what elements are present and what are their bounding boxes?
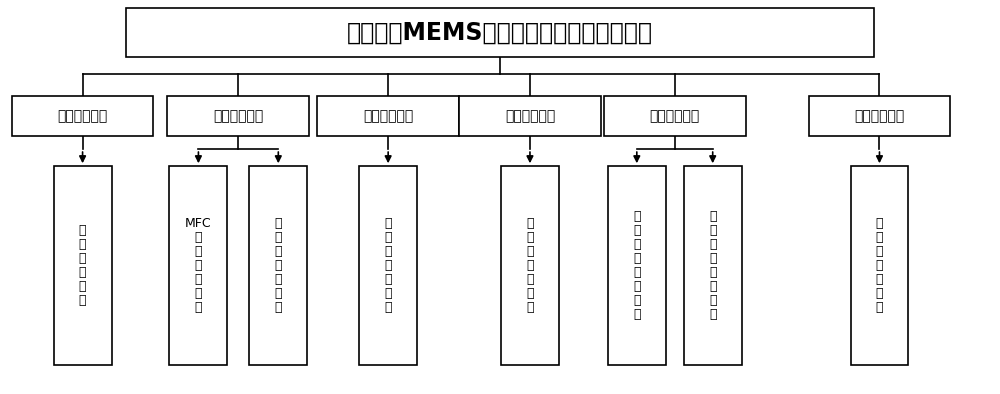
Text: 气体控制模块: 气体控制模块 bbox=[213, 109, 263, 123]
Text: 上
位
机
控
制
及
分
析: 上 位 机 控 制 及 分 析 bbox=[709, 210, 716, 321]
Text: 电
磁
阀
控
制
气
路: 电 磁 阀 控 制 气 路 bbox=[275, 217, 282, 314]
FancyBboxPatch shape bbox=[684, 166, 742, 365]
Text: 气体清洗模块: 气体清洗模块 bbox=[363, 109, 413, 123]
FancyBboxPatch shape bbox=[604, 97, 746, 136]
FancyBboxPatch shape bbox=[359, 166, 417, 365]
Text: 气体测试模块: 气体测试模块 bbox=[650, 109, 700, 123]
FancyBboxPatch shape bbox=[809, 97, 950, 136]
Text: 洗
气
瓶
控
制
温
度: 洗 气 瓶 控 制 温 度 bbox=[384, 217, 392, 314]
FancyBboxPatch shape bbox=[851, 166, 908, 365]
Text: 气体混合模块: 气体混合模块 bbox=[505, 109, 555, 123]
Text: 混
气
室
混
合
气
体: 混 气 室 混 合 气 体 bbox=[526, 217, 534, 314]
FancyBboxPatch shape bbox=[54, 166, 112, 365]
Text: 气体供应模块: 气体供应模块 bbox=[57, 109, 108, 123]
FancyBboxPatch shape bbox=[167, 97, 309, 136]
Text: 气
罐
供
应
气
体: 气 罐 供 应 气 体 bbox=[79, 224, 86, 307]
FancyBboxPatch shape bbox=[12, 97, 153, 136]
Text: MFC
控
制
气
体
流
量: MFC 控 制 气 体 流 量 bbox=[185, 217, 212, 314]
FancyBboxPatch shape bbox=[459, 97, 601, 136]
FancyBboxPatch shape bbox=[169, 166, 227, 365]
FancyBboxPatch shape bbox=[501, 166, 559, 365]
FancyBboxPatch shape bbox=[317, 97, 459, 136]
Text: 信
号
测
量
数
据
采
集: 信 号 测 量 数 据 采 集 bbox=[633, 210, 641, 321]
FancyBboxPatch shape bbox=[126, 7, 874, 58]
Text: 气体处理模块: 气体处理模块 bbox=[854, 109, 905, 123]
Text: 一种用于MEMS传感器的评测系统硬件设计: 一种用于MEMS传感器的评测系统硬件设计 bbox=[347, 20, 653, 45]
Text: 洗
气
瓶
吸
收
废
气: 洗 气 瓶 吸 收 废 气 bbox=[876, 217, 883, 314]
FancyBboxPatch shape bbox=[608, 166, 666, 365]
FancyBboxPatch shape bbox=[249, 166, 307, 365]
